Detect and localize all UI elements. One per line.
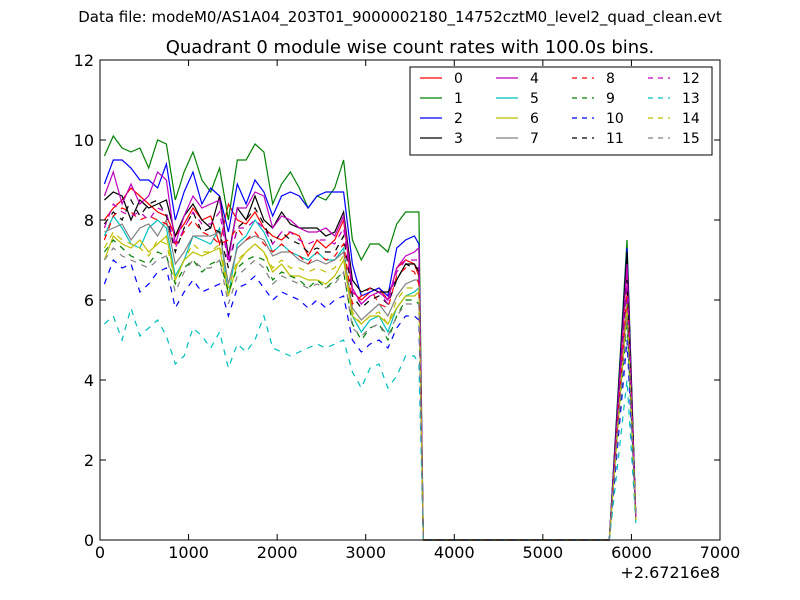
series-line-12 (103, 202, 637, 541)
x-tick-label: 1000 (168, 543, 209, 562)
series-line-9 (103, 239, 637, 541)
legend-label-10: 10 (606, 111, 624, 127)
series-line-14 (103, 231, 637, 541)
series-line-1 (103, 134, 637, 541)
y-tick-label: 2 (84, 451, 94, 470)
x-tick-label: 0 (95, 543, 105, 562)
legend-label-8: 8 (606, 71, 615, 87)
y-tick-label: 8 (84, 211, 94, 230)
series-line-13 (103, 305, 637, 541)
legend-label-13: 13 (682, 91, 700, 107)
series-line-6 (103, 234, 637, 541)
x-tick-label: 3000 (345, 543, 386, 562)
x-tick-label: 7000 (700, 543, 741, 562)
legend-label-1: 1 (454, 91, 463, 107)
legend-label-14: 14 (682, 111, 700, 127)
y-tick-label: 0 (84, 531, 94, 550)
x-tick-label: 5000 (522, 543, 563, 562)
series-line-10 (103, 258, 637, 541)
series-line-4 (103, 170, 637, 541)
series-line-0 (103, 187, 637, 541)
y-tick-label: 6 (84, 291, 94, 310)
y-tick-label: 12 (74, 51, 94, 70)
legend-label-4: 4 (530, 71, 539, 87)
series-line-8 (103, 207, 637, 541)
series-line-11 (103, 198, 637, 541)
y-tick-label: 4 (84, 371, 94, 390)
legend-label-15: 15 (682, 131, 700, 147)
legend-label-9: 9 (606, 91, 615, 107)
x-tick-label: 6000 (611, 543, 652, 562)
y-tick-label: 10 (74, 131, 94, 150)
x-tick-label: 4000 (434, 543, 475, 562)
legend-label-12: 12 (682, 71, 700, 87)
figure-suptitle: Data file: modeM0/AS1A04_203T01_90000021… (78, 8, 722, 26)
legend-label-11: 11 (606, 131, 624, 147)
series-line-2 (103, 159, 637, 541)
legend-label-3: 3 (454, 131, 463, 147)
x-tick-label: 2000 (257, 543, 298, 562)
legend-box (409, 66, 713, 156)
chart-title: Quadrant 0 module wise count rates with … (166, 37, 655, 58)
legend-label-0: 0 (454, 71, 463, 87)
series-group (103, 134, 637, 541)
series-line-7 (104, 218, 637, 541)
legend-label-5: 5 (530, 91, 539, 107)
legend-label-7: 7 (530, 131, 539, 147)
x-axis-offset-label: +2.67216e8 (620, 563, 720, 582)
series-line-15 (103, 247, 637, 541)
legend-label-6: 6 (530, 111, 539, 127)
legend-label-2: 2 (454, 111, 463, 127)
